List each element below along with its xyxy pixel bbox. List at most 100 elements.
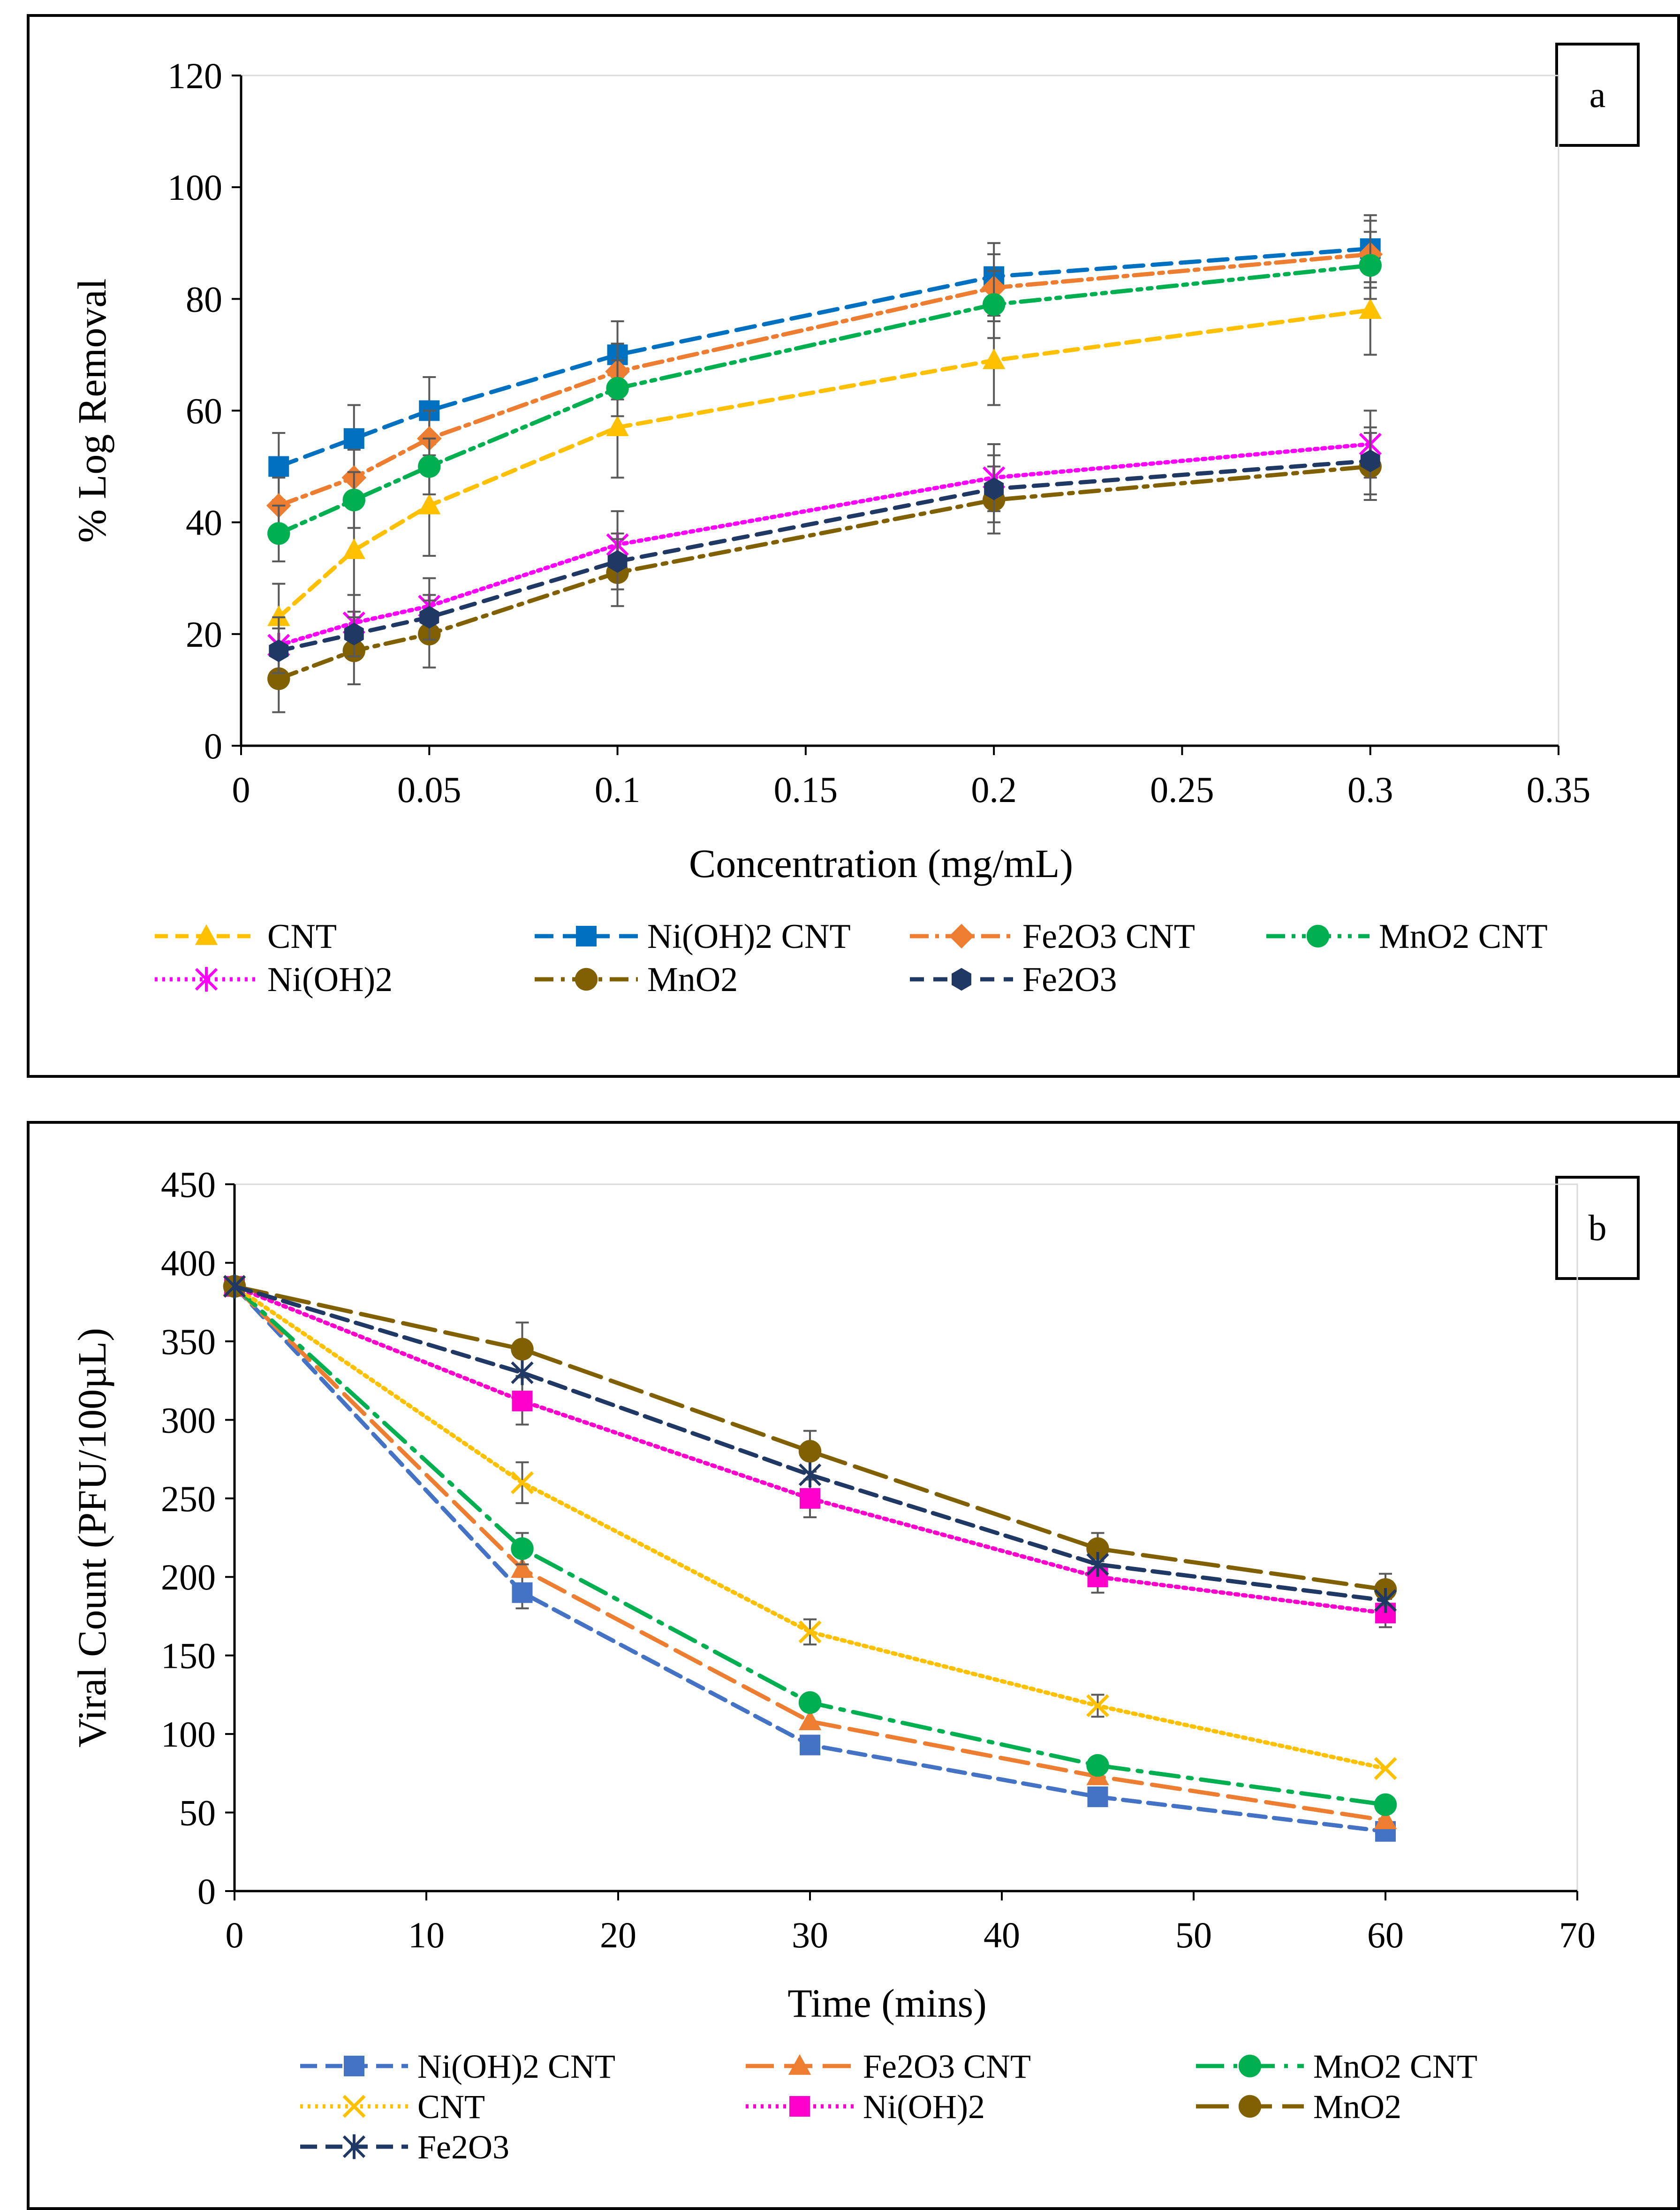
legend-label: MnO2 [1313, 2088, 1401, 2126]
data-point [511, 1338, 534, 1361]
y-axis-label: Viral Count (PFU/100µL) [69, 1328, 114, 1748]
chart-b: 0 50 100 150 200 250 300 350 400 450 0 10 20 30 40 50 60… [69, 1164, 1596, 2166]
x-tick-label: 0.2 [971, 769, 1017, 810]
series-mno2-cnt [223, 1275, 1397, 1816]
data-point [984, 477, 1004, 500]
panel-label-a: a [1555, 43, 1640, 147]
series-ni-oh-2-cnt [224, 1276, 1396, 1842]
legend-label: Ni(OH)2 [863, 2088, 985, 2126]
x-tick-label: 30 [792, 1915, 828, 1955]
legend-item: MnO2 CNT [1266, 917, 1548, 956]
data-point [1374, 1757, 1397, 1780]
legend-label: Fe2O3 [1022, 961, 1117, 999]
data-point [512, 1582, 533, 1603]
y-tick-label: 120 [167, 55, 222, 96]
data-point [800, 1488, 820, 1509]
legend-item: CNT [300, 2088, 485, 2126]
series-fe2o3 [223, 1274, 1397, 1613]
y-tick-label: 300 [161, 1400, 216, 1440]
data-point [982, 293, 1006, 316]
series-line [276, 442, 1373, 648]
data-point [1359, 254, 1382, 277]
plot-area [234, 1183, 1578, 1892]
legend-label: CNT [417, 2088, 485, 2126]
series-line [276, 459, 1373, 653]
x-tick-label: 0.3 [1347, 769, 1393, 810]
legend-marker [949, 923, 974, 949]
panel-label-a-text: a [1589, 74, 1606, 115]
legend-item: Fe2O3 [300, 2128, 509, 2166]
legend-marker [195, 924, 218, 945]
series-line [276, 252, 1373, 508]
legend-item: MnO2 [1196, 2088, 1401, 2126]
legend-marker [576, 926, 597, 946]
y-tick-label: 250 [161, 1478, 216, 1519]
legend-item: Ni(OH)2 CNT [535, 917, 851, 956]
y-tick-label: 0 [204, 726, 222, 766]
legend-label: Ni(OH)2 CNT [417, 2048, 615, 2085]
x-tick-label: 50 [1175, 1915, 1212, 1955]
y-tick-label: 50 [179, 1793, 216, 1833]
data-point [1086, 1754, 1109, 1777]
data-point [418, 493, 441, 515]
x-tick-label: 0.1 [595, 769, 641, 810]
series-line [232, 1284, 1388, 1592]
series-line [276, 464, 1373, 681]
legend-label: Fe2O3 CNT [863, 2048, 1031, 2085]
data-point [1086, 1537, 1109, 1560]
data-point [1087, 1786, 1108, 1808]
legend-item: Fe2O3 CNT [746, 2048, 1031, 2085]
x-tick-label: 0.05 [397, 769, 462, 810]
legend-label: MnO2 CNT [1313, 2048, 1477, 2085]
y-tick-label: 350 [161, 1321, 216, 1362]
legend-marker [788, 2054, 811, 2075]
data-point [269, 639, 289, 662]
data-point [1359, 298, 1382, 319]
legend-item: Ni(OH)2 [746, 2088, 985, 2126]
series-mno2 [223, 1275, 1397, 1606]
x-tick-label: 0.35 [1527, 769, 1591, 810]
legend-marker [952, 968, 971, 991]
y-tick-label: 450 [161, 1164, 216, 1205]
legend-label: MnO2 [647, 961, 738, 999]
y-tick-label: 0 [197, 1871, 216, 1912]
legend-label: Ni(OH)2 CNT [647, 917, 851, 956]
data-point [798, 1691, 822, 1714]
data-point [798, 1710, 822, 1731]
data-point [798, 1440, 822, 1463]
x-tick-label: 60 [1367, 1915, 1404, 1955]
legend-item: Fe2O3 [910, 961, 1117, 999]
x-tick-label: 40 [984, 1915, 1020, 1955]
legend-item: Ni(OH)2 [155, 961, 393, 999]
data-point [267, 605, 290, 626]
legend-marker [1238, 2054, 1262, 2078]
legend-label: Fe2O3 CNT [1022, 917, 1195, 956]
series-line [276, 246, 1373, 469]
panel-label-b-text: b [1588, 1207, 1607, 1248]
legend-item: MnO2 CNT [1196, 2048, 1477, 2085]
data-point [511, 1557, 534, 1578]
legend-item: MnO2 [535, 961, 738, 999]
series-line [276, 263, 1373, 536]
x-tick-label: 70 [1559, 1915, 1596, 1955]
y-tick-label: 100 [167, 167, 222, 208]
data-point [1086, 1694, 1109, 1718]
data-point [419, 605, 439, 629]
data-point [268, 456, 289, 477]
data-point [512, 1391, 533, 1412]
chart-a: 0 20 40 60 80 100 120 0 0.05 0.1 0.15 0.2 0.25 0.3 0.3… [69, 55, 1590, 999]
legend-marker [195, 967, 218, 992]
data-point [342, 488, 365, 512]
y-tick-label: 40 [186, 502, 222, 543]
data-point [511, 1471, 534, 1494]
y-tick-label: 150 [161, 1635, 216, 1676]
data-point [606, 415, 629, 436]
series-fe2o3 [269, 426, 1380, 674]
legend-item: Ni(OH)2 CNT [300, 2048, 615, 2085]
y-tick-label: 20 [186, 614, 222, 655]
legend-label: MnO2 CNT [1379, 917, 1548, 956]
legend-label: Fe2O3 [417, 2128, 509, 2166]
series-mno2-cnt [267, 231, 1382, 563]
legend-marker [789, 2096, 810, 2117]
